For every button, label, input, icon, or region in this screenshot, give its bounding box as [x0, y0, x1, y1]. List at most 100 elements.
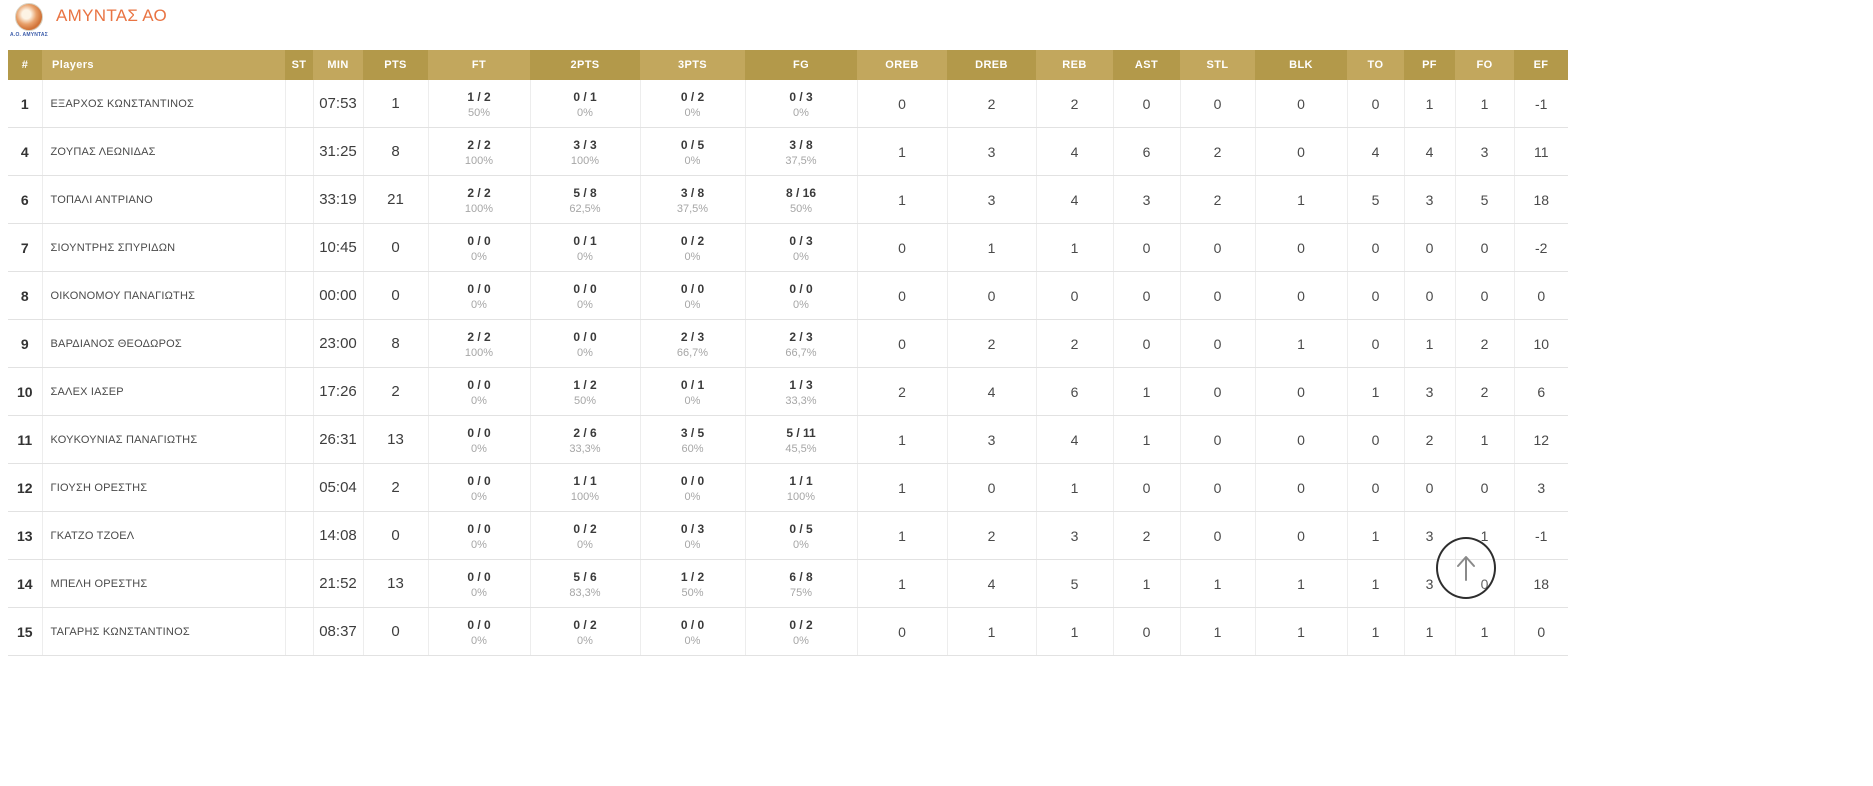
- fo-cell: 1: [1454, 607, 1514, 656]
- dreb-cell: 1: [946, 607, 1036, 656]
- starter-cell: [284, 80, 313, 128]
- fo-cell: 0: [1454, 271, 1514, 320]
- stl-cell: 0: [1179, 511, 1255, 560]
- ast-cell: 0: [1112, 271, 1180, 320]
- ast-cell: 0: [1112, 463, 1180, 512]
- blk-cell: 0: [1254, 271, 1347, 320]
- team-logo: Α.Ο. ΑΜΥΝΤΑΣ: [10, 2, 48, 38]
- column-header-blk: BLK: [1255, 50, 1347, 80]
- to-cell: 0: [1346, 319, 1404, 368]
- fg-cell: 0 / 5 0%: [744, 511, 857, 560]
- 3pts-cell: 0 / 0 0%: [639, 607, 745, 656]
- blk-cell: 0: [1254, 367, 1347, 416]
- 2pts-cell: 2 / 6 33,3%: [529, 415, 640, 464]
- stl-cell: 0: [1179, 319, 1255, 368]
- player-name: ΣΑΛΕΧ ΙΑΣΕΡ: [41, 367, 285, 416]
- stl-cell: 0: [1179, 415, 1255, 464]
- fg-cell: 1 / 1 100%: [744, 463, 857, 512]
- blk-cell: 1: [1254, 607, 1347, 656]
- points-cell: 8: [362, 319, 428, 368]
- ef-cell: 0: [1513, 271, 1568, 320]
- player-number: 13: [8, 511, 42, 560]
- ast-cell: 2: [1112, 511, 1180, 560]
- fo-cell: 2: [1454, 367, 1514, 416]
- table-header-row: # Players ST MIN PTS FT 2PTS 3PTS FG OREB DREB REB A…: [8, 50, 1568, 80]
- to-cell: 1: [1346, 511, 1404, 560]
- player-number: 6: [8, 175, 42, 224]
- starter-cell: [284, 127, 313, 176]
- team-name-title: ΑΜΥΝΤΑΣ ΑΟ: [56, 6, 168, 25]
- player-name: ΤΑΓΑΡΗΣ ΚΩΝΣΤΑΝΤΙΝΟΣ: [41, 607, 285, 656]
- player-row: 10 ΣΑΛΕΧ ΙΑΣΕΡ 17:26 2 0 / 0 0% 1 / 2 50% …: [8, 367, 1568, 416]
- points-cell: 8: [362, 127, 428, 176]
- player-number: 14: [8, 559, 42, 608]
- oreb-cell: 1: [856, 559, 947, 608]
- points-cell: 0: [362, 271, 428, 320]
- reb-cell: 4: [1035, 127, 1113, 176]
- fo-cell: 0: [1454, 463, 1514, 512]
- minutes-cell: 21:52: [312, 559, 363, 608]
- fg-cell: 0 / 0 0%: [744, 271, 857, 320]
- column-header-pf: PF: [1404, 50, 1455, 80]
- 3pts-cell: 3 / 5 60%: [639, 415, 745, 464]
- player-name: ΜΠΕΛΗ ΟΡΕΣΤΗΣ: [41, 559, 285, 608]
- player-name: ΖΟΥΠΑΣ ΛΕΩΝΙΔΑΣ: [41, 127, 285, 176]
- pf-cell: 0: [1403, 463, 1455, 512]
- 3pts-cell: 0 / 2 0%: [639, 223, 745, 272]
- fo-cell: 1: [1454, 415, 1514, 464]
- minutes-cell: 26:31: [312, 415, 363, 464]
- fo-cell: 3: [1454, 127, 1514, 176]
- blk-cell: 0: [1254, 223, 1347, 272]
- ef-cell: 0: [1513, 607, 1568, 656]
- column-header-oreb: OREB: [857, 50, 947, 80]
- ef-cell: 3: [1513, 463, 1568, 512]
- 3pts-cell: 3 / 8 37,5%: [639, 175, 745, 224]
- blk-cell: 1: [1254, 175, 1347, 224]
- player-name: ΓΚΑΤΖΟ ΤΖΟΕΛ: [41, 511, 285, 560]
- starter-cell: [284, 415, 313, 464]
- blk-cell: 0: [1254, 463, 1347, 512]
- dreb-cell: 0: [946, 463, 1036, 512]
- starter-cell: [284, 367, 313, 416]
- dreb-cell: 3: [946, 127, 1036, 176]
- fg-cell: 0 / 3 0%: [744, 80, 857, 128]
- 3pts-cell: 0 / 0 0%: [639, 271, 745, 320]
- reb-cell: 3: [1035, 511, 1113, 560]
- oreb-cell: 1: [856, 511, 947, 560]
- ft-cell: 0 / 0 0%: [427, 367, 530, 416]
- 3pts-cell: 0 / 2 0%: [639, 80, 745, 128]
- 2pts-cell: 0 / 2 0%: [529, 511, 640, 560]
- minutes-cell: 05:04: [312, 463, 363, 512]
- ast-cell: 0: [1112, 607, 1180, 656]
- team-logo-emblem-icon: [15, 3, 43, 31]
- 2pts-cell: 5 / 8 62,5%: [529, 175, 640, 224]
- points-cell: 2: [362, 463, 428, 512]
- page-header: Α.Ο. ΑΜΥΝΤΑΣ ΑΜΥΝΤΑΣ ΑΟ: [0, 0, 1873, 46]
- pf-cell: 1: [1403, 80, 1455, 128]
- player-name: ΒΑΡΔΙΑΝΟΣ ΘΕΟΔΩΡΟΣ: [41, 319, 285, 368]
- oreb-cell: 1: [856, 175, 947, 224]
- 3pts-cell: 2 / 3 66,7%: [639, 319, 745, 368]
- 2pts-cell: 1 / 2 50%: [529, 367, 640, 416]
- player-number: 4: [8, 127, 42, 176]
- to-cell: 0: [1346, 463, 1404, 512]
- points-cell: 1: [362, 80, 428, 128]
- scroll-to-top-button[interactable]: [1436, 537, 1496, 599]
- to-cell: 4: [1346, 127, 1404, 176]
- reb-cell: 1: [1035, 223, 1113, 272]
- column-header-dreb: DREB: [947, 50, 1036, 80]
- starter-cell: [284, 511, 313, 560]
- column-header-reb: REB: [1036, 50, 1113, 80]
- column-header-ef: EF: [1514, 50, 1568, 80]
- blk-cell: 1: [1254, 319, 1347, 368]
- reb-cell: 4: [1035, 175, 1113, 224]
- pf-cell: 4: [1403, 127, 1455, 176]
- starter-cell: [284, 463, 313, 512]
- column-header-players: Players: [42, 50, 285, 80]
- reb-cell: 6: [1035, 367, 1113, 416]
- column-header-2pts: 2PTS: [530, 50, 640, 80]
- blk-cell: 0: [1254, 511, 1347, 560]
- player-name: ΓΙΟΥΣΗ ΟΡΕΣΤΗΣ: [41, 463, 285, 512]
- reb-cell: 1: [1035, 463, 1113, 512]
